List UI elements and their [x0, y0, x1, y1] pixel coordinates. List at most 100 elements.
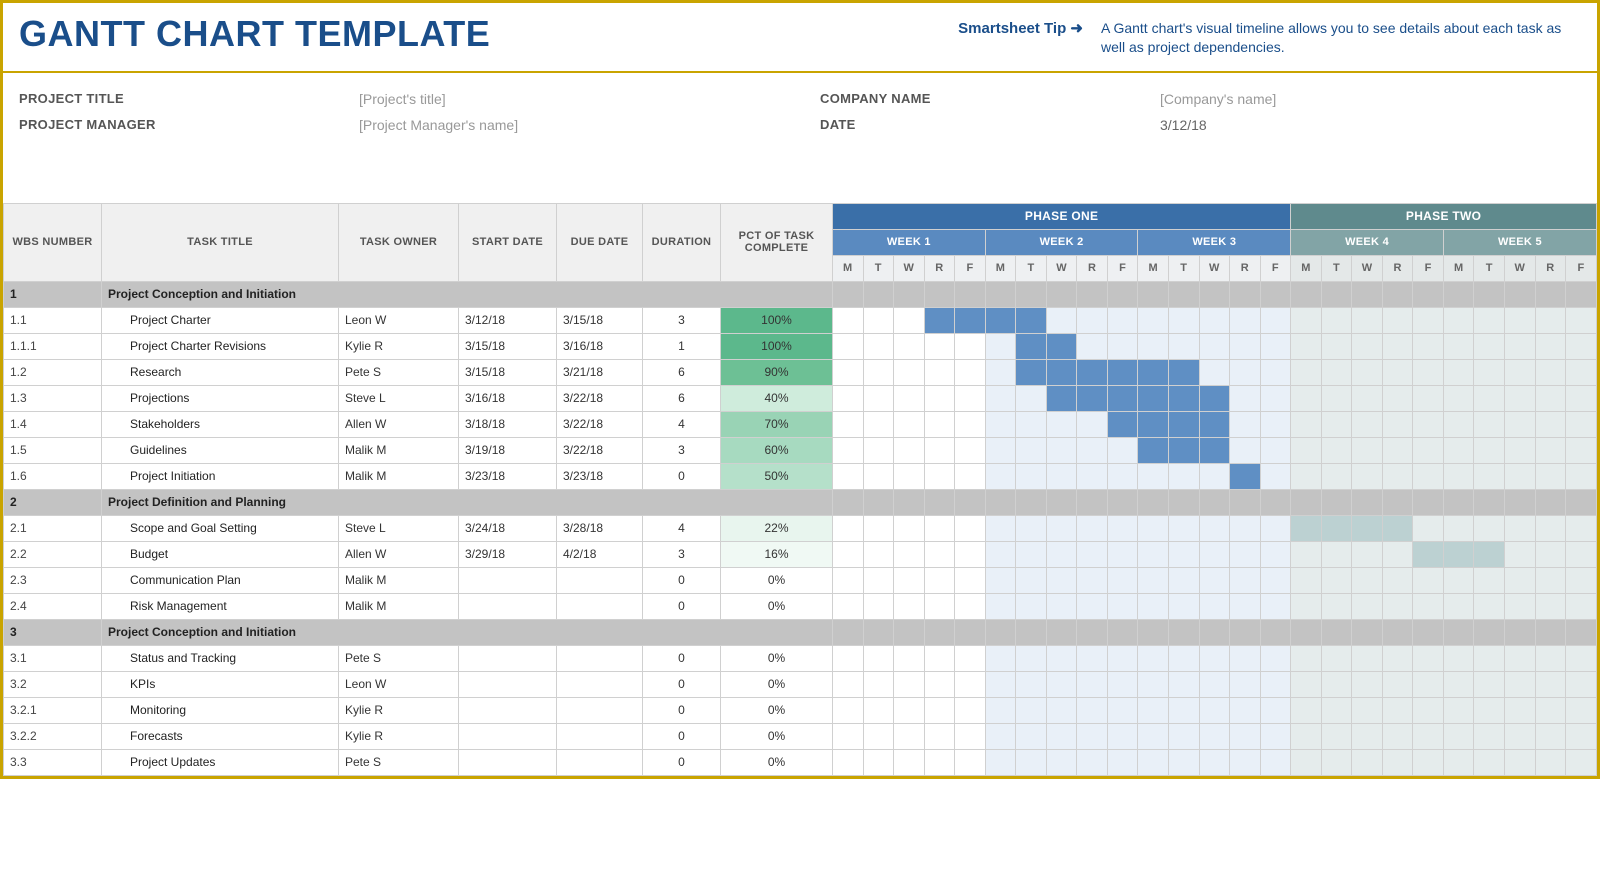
day-cell[interactable] — [955, 645, 986, 671]
day-cell[interactable] — [1138, 333, 1169, 359]
day-cell[interactable] — [1566, 437, 1597, 463]
duration-cell[interactable]: 0 — [643, 723, 721, 749]
day-cell[interactable] — [1382, 515, 1413, 541]
day-cell[interactable] — [1413, 593, 1444, 619]
wbs-cell[interactable]: 3.2.1 — [4, 697, 102, 723]
task-title-cell[interactable]: Projections — [102, 385, 339, 411]
day-cell[interactable] — [863, 359, 894, 385]
day-cell[interactable] — [1566, 385, 1597, 411]
day-cell[interactable] — [985, 671, 1016, 697]
day-cell[interactable] — [1199, 385, 1230, 411]
task-title-cell[interactable]: Project Initiation — [102, 463, 339, 489]
day-cell[interactable] — [1291, 385, 1322, 411]
day-cell[interactable] — [1352, 463, 1383, 489]
day-cell[interactable] — [955, 333, 986, 359]
task-row[interactable]: 3.2.2ForecastsKylie R00% — [4, 723, 1597, 749]
day-cell[interactable] — [1566, 411, 1597, 437]
wbs-cell[interactable]: 2 — [4, 489, 102, 515]
day-cell[interactable] — [1291, 411, 1322, 437]
wbs-cell[interactable]: 1.5 — [4, 437, 102, 463]
section-title[interactable]: Project Conception and Initiation — [102, 281, 833, 307]
task-row[interactable]: 1.4StakeholdersAllen W3/18/183/22/18470% — [4, 411, 1597, 437]
day-cell[interactable] — [1046, 567, 1077, 593]
task-title-cell[interactable]: Project Charter — [102, 307, 339, 333]
day-cell[interactable] — [1352, 645, 1383, 671]
task-row[interactable]: 1.1.1Project Charter RevisionsKylie R3/1… — [4, 333, 1597, 359]
day-cell[interactable] — [1199, 645, 1230, 671]
day-cell[interactable] — [833, 437, 864, 463]
day-cell[interactable] — [1016, 541, 1047, 567]
day-cell[interactable] — [1352, 593, 1383, 619]
day-cell[interactable] — [1474, 593, 1505, 619]
duration-cell[interactable]: 3 — [643, 437, 721, 463]
task-title-cell[interactable]: Communication Plan — [102, 567, 339, 593]
duration-cell[interactable]: 0 — [643, 463, 721, 489]
day-cell[interactable] — [1230, 749, 1261, 775]
day-cell[interactable] — [1535, 463, 1566, 489]
day-cell[interactable] — [1443, 411, 1474, 437]
day-cell[interactable] — [955, 385, 986, 411]
day-cell[interactable] — [1474, 385, 1505, 411]
start-date-cell[interactable]: 3/15/18 — [459, 359, 557, 385]
day-cell[interactable] — [1016, 723, 1047, 749]
day-cell[interactable] — [1352, 385, 1383, 411]
day-cell[interactable] — [1566, 541, 1597, 567]
day-cell[interactable] — [955, 697, 986, 723]
day-cell[interactable] — [1169, 749, 1200, 775]
start-date-cell[interactable] — [459, 749, 557, 775]
day-cell[interactable] — [1291, 359, 1322, 385]
day-cell[interactable] — [985, 307, 1016, 333]
day-cell[interactable] — [1321, 593, 1352, 619]
day-cell[interactable] — [1046, 645, 1077, 671]
day-cell[interactable] — [894, 333, 925, 359]
day-cell[interactable] — [1566, 671, 1597, 697]
start-date-cell[interactable] — [459, 645, 557, 671]
day-cell[interactable] — [1107, 437, 1138, 463]
day-cell[interactable] — [1321, 541, 1352, 567]
task-row[interactable]: 2.3Communication PlanMalik M00% — [4, 567, 1597, 593]
wbs-cell[interactable]: 3.3 — [4, 749, 102, 775]
pct-complete-cell[interactable]: 0% — [721, 749, 833, 775]
day-cell[interactable] — [1230, 359, 1261, 385]
day-cell[interactable] — [955, 749, 986, 775]
day-cell[interactable] — [1260, 567, 1291, 593]
day-cell[interactable] — [1260, 411, 1291, 437]
start-date-cell[interactable] — [459, 593, 557, 619]
smartsheet-tip-link[interactable]: Smartsheet Tip ➜ — [958, 19, 1083, 37]
day-cell[interactable] — [1443, 645, 1474, 671]
task-title-cell[interactable]: Risk Management — [102, 593, 339, 619]
day-cell[interactable] — [1016, 567, 1047, 593]
day-cell[interactable] — [1474, 437, 1505, 463]
day-cell[interactable] — [833, 515, 864, 541]
day-cell[interactable] — [1169, 307, 1200, 333]
day-cell[interactable] — [1566, 593, 1597, 619]
task-row[interactable]: 1.1Project CharterLeon W3/12/183/15/1831… — [4, 307, 1597, 333]
day-cell[interactable] — [985, 593, 1016, 619]
start-date-cell[interactable]: 3/15/18 — [459, 333, 557, 359]
day-cell[interactable] — [1107, 697, 1138, 723]
due-date-cell[interactable] — [557, 593, 643, 619]
day-cell[interactable] — [985, 333, 1016, 359]
day-cell[interactable] — [833, 567, 864, 593]
day-cell[interactable] — [1321, 671, 1352, 697]
day-cell[interactable] — [1169, 463, 1200, 489]
day-cell[interactable] — [1169, 645, 1200, 671]
day-cell[interactable] — [1016, 671, 1047, 697]
day-cell[interactable] — [924, 671, 955, 697]
pct-complete-cell[interactable]: 50% — [721, 463, 833, 489]
task-owner-cell[interactable]: Kylie R — [339, 333, 459, 359]
wbs-cell[interactable]: 3.2 — [4, 671, 102, 697]
day-cell[interactable] — [1443, 567, 1474, 593]
day-cell[interactable] — [894, 385, 925, 411]
day-cell[interactable] — [1199, 463, 1230, 489]
day-cell[interactable] — [1199, 749, 1230, 775]
meta-value[interactable]: [Project Manager's name] — [359, 117, 518, 133]
day-cell[interactable] — [1535, 645, 1566, 671]
day-cell[interactable] — [1321, 411, 1352, 437]
day-cell[interactable] — [1138, 463, 1169, 489]
section-row[interactable]: 2Project Definition and Planning — [4, 489, 1597, 515]
wbs-cell[interactable]: 1.2 — [4, 359, 102, 385]
task-owner-cell[interactable]: Pete S — [339, 359, 459, 385]
day-cell[interactable] — [1046, 697, 1077, 723]
day-cell[interactable] — [1077, 437, 1108, 463]
